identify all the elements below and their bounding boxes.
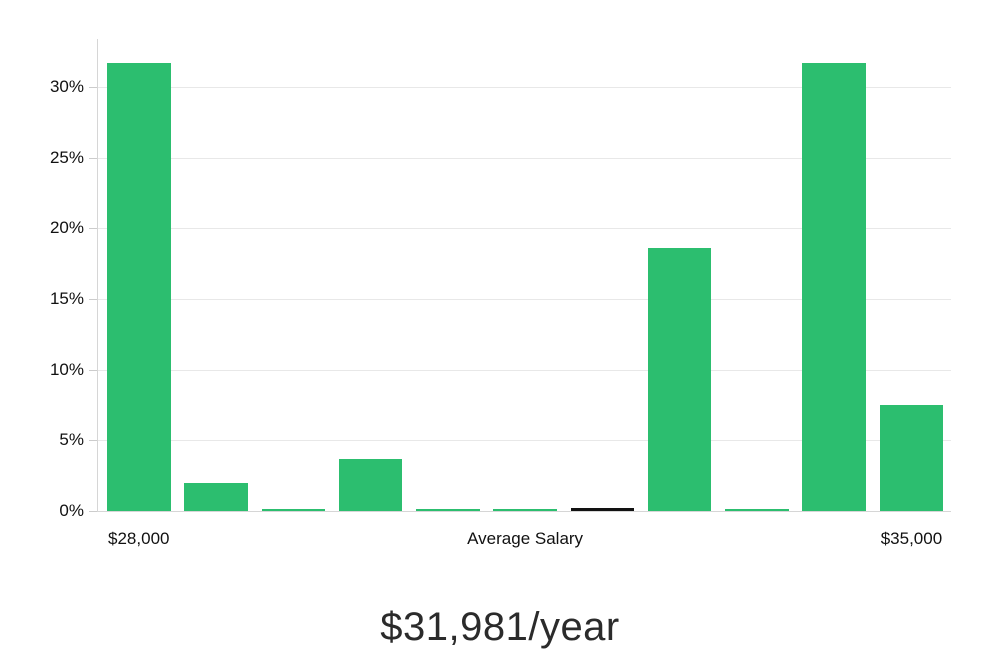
y-tick-label: 10% (49, 359, 84, 379)
gridline (97, 299, 951, 301)
histogram-bar (416, 508, 480, 511)
gridline (97, 440, 951, 442)
x-tick-label: Average Salary (467, 529, 584, 548)
y-tick-label: 25% (49, 147, 84, 167)
y-tick-label: 5% (59, 430, 84, 450)
y-tick-mark (89, 299, 97, 301)
histogram-bar (802, 63, 866, 511)
y-tick-mark (89, 511, 97, 512)
gridline (97, 157, 951, 159)
y-tick-label: 0% (59, 501, 84, 520)
y-tick-mark (89, 87, 97, 89)
histogram-bar (338, 458, 403, 511)
y-axis-spine (97, 39, 98, 512)
y-tick-mark (89, 157, 97, 159)
y-tick-label: 30% (49, 77, 84, 97)
histogram-bar (261, 508, 326, 511)
y-tick-mark (89, 440, 97, 442)
histogram-bar (647, 248, 712, 511)
histogram-bar (725, 508, 789, 511)
y-tick-mark (89, 228, 97, 230)
histogram-bar-highlighted (570, 508, 635, 511)
plot-area (97, 39, 951, 512)
histogram-bar (879, 405, 944, 511)
histogram-bar (107, 63, 171, 511)
gridline (97, 369, 951, 371)
y-tick-label: 20% (49, 218, 84, 238)
y-tick-mark (89, 369, 97, 371)
x-tick-label: $35,000 (880, 529, 943, 548)
gridline (97, 87, 951, 89)
gridline (97, 228, 951, 230)
x-axis-line (97, 511, 951, 512)
histogram-bar (184, 482, 248, 511)
histogram-bar (493, 508, 557, 511)
average-salary-caption: $31,981/year (380, 605, 620, 649)
y-tick-label: 15% (49, 289, 84, 309)
x-tick-label: $28,000 (108, 529, 170, 548)
